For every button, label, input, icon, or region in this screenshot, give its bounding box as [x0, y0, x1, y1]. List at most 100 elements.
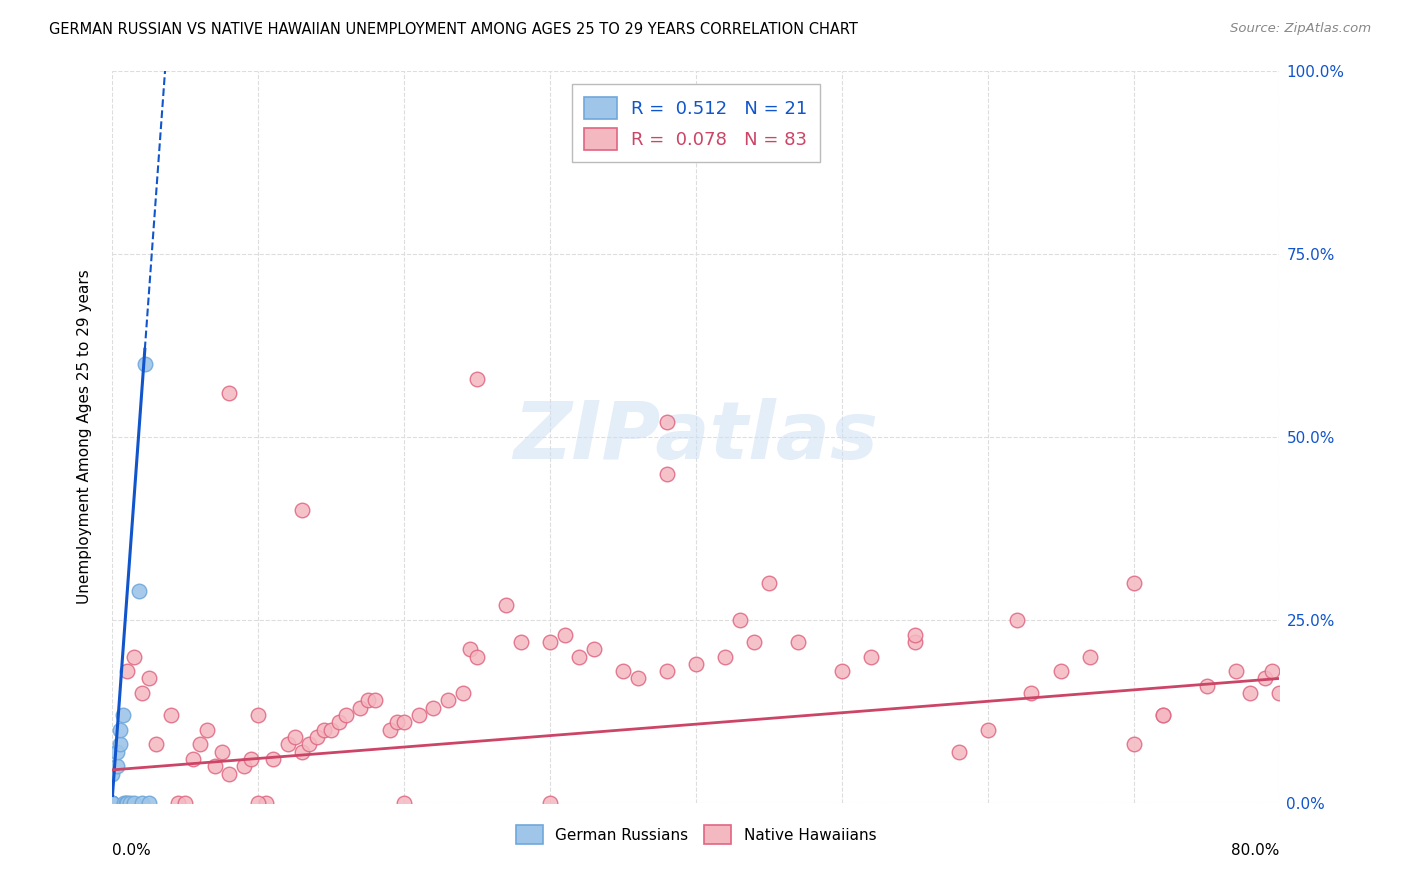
Text: GERMAN RUSSIAN VS NATIVE HAWAIIAN UNEMPLOYMENT AMONG AGES 25 TO 29 YEARS CORRELA: GERMAN RUSSIAN VS NATIVE HAWAIIAN UNEMPL… — [49, 22, 858, 37]
Point — [105, 759, 128, 773]
Point — [554, 627, 576, 641]
Point — [509, 635, 531, 649]
Point — [1152, 708, 1174, 723]
Point — [124, 649, 146, 664]
Point — [349, 700, 371, 714]
Point — [451, 686, 474, 700]
Text: 0.0%: 0.0% — [112, 843, 152, 858]
Text: 80.0%: 80.0% — [1232, 843, 1279, 858]
Point — [495, 599, 517, 613]
Point — [1021, 686, 1043, 700]
Point — [758, 576, 780, 591]
Point — [218, 766, 240, 780]
Point — [108, 723, 131, 737]
Point — [115, 664, 138, 678]
Point — [328, 715, 350, 730]
Point — [742, 635, 765, 649]
Point — [364, 693, 387, 707]
Point — [465, 371, 488, 385]
Point — [408, 708, 430, 723]
Point — [1005, 613, 1028, 627]
Point — [128, 583, 150, 598]
Point — [108, 737, 131, 751]
Point — [160, 708, 183, 723]
Text: ZIPatlas: ZIPatlas — [513, 398, 879, 476]
Point — [131, 796, 153, 810]
Y-axis label: Unemployment Among Ages 25 to 29 years: Unemployment Among Ages 25 to 29 years — [77, 269, 91, 605]
Point — [1225, 664, 1247, 678]
Point — [335, 708, 357, 723]
Point — [101, 796, 124, 810]
Point — [131, 686, 153, 700]
Point — [378, 723, 401, 737]
Point — [714, 649, 737, 664]
Point — [254, 796, 277, 810]
Legend: German Russians, Native Hawaiians: German Russians, Native Hawaiians — [509, 819, 883, 850]
Point — [385, 715, 408, 730]
Point — [167, 796, 190, 810]
Point — [114, 796, 136, 810]
Point — [124, 796, 146, 810]
Point — [101, 796, 124, 810]
Point — [1049, 664, 1071, 678]
Point — [118, 796, 141, 810]
Point — [101, 796, 124, 810]
Point — [904, 635, 927, 649]
Point — [458, 642, 481, 657]
Point — [138, 796, 160, 810]
Text: Source: ZipAtlas.com: Source: ZipAtlas.com — [1230, 22, 1371, 36]
Point — [465, 649, 488, 664]
Point — [204, 759, 226, 773]
Point — [321, 723, 343, 737]
Point — [538, 635, 561, 649]
Point — [262, 752, 284, 766]
Point — [101, 796, 124, 810]
Point — [218, 386, 240, 401]
Point — [115, 796, 138, 810]
Point — [145, 737, 167, 751]
Point — [1122, 576, 1144, 591]
Point — [860, 649, 883, 664]
Point — [1261, 664, 1284, 678]
Point — [101, 766, 124, 780]
Point — [291, 503, 314, 517]
Point — [655, 467, 678, 481]
Point — [276, 737, 298, 751]
Point — [422, 700, 444, 714]
Point — [655, 416, 678, 430]
Point — [627, 672, 650, 686]
Point — [247, 708, 270, 723]
Point — [232, 759, 254, 773]
Point — [831, 664, 853, 678]
Point — [612, 664, 634, 678]
Point — [112, 796, 135, 810]
Point — [188, 737, 211, 751]
Point — [174, 796, 197, 810]
Point — [582, 642, 605, 657]
Point — [394, 715, 416, 730]
Point — [291, 745, 314, 759]
Point — [728, 613, 751, 627]
Point — [305, 730, 328, 744]
Point — [1152, 708, 1174, 723]
Point — [138, 672, 160, 686]
Point — [1195, 679, 1218, 693]
Point — [655, 664, 678, 678]
Point — [538, 796, 561, 810]
Point — [298, 737, 321, 751]
Point — [904, 627, 927, 641]
Point — [247, 796, 270, 810]
Point — [105, 745, 128, 759]
Point — [948, 745, 970, 759]
Point — [240, 752, 263, 766]
Point — [111, 708, 134, 723]
Point — [787, 635, 810, 649]
Point — [1239, 686, 1261, 700]
Point — [101, 796, 124, 810]
Point — [1122, 737, 1144, 751]
Point — [211, 745, 233, 759]
Point — [437, 693, 460, 707]
Point — [1254, 672, 1277, 686]
Point — [284, 730, 307, 744]
Point — [685, 657, 707, 671]
